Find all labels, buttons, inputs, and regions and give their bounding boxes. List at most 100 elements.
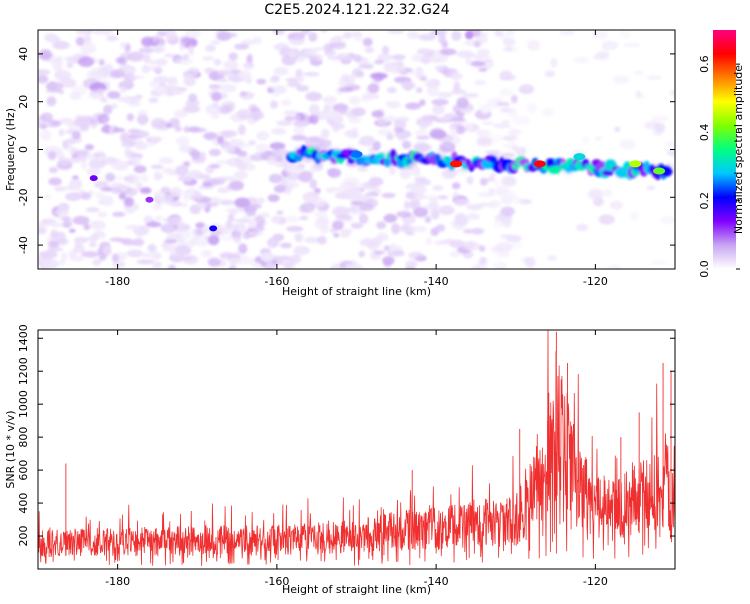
heatmap-spot <box>145 196 154 203</box>
heatmap-cell <box>426 85 439 97</box>
heatmap-cell <box>224 103 235 112</box>
heatmap-cell <box>372 73 384 82</box>
heatmap-cell <box>140 252 153 258</box>
heatmap-cell <box>102 245 112 256</box>
heatmap-cell <box>47 247 64 252</box>
heatmap-cell <box>102 124 111 132</box>
heatmap-cell <box>151 203 162 211</box>
heatmap-cell <box>174 126 182 132</box>
heatmap-cell <box>415 87 423 94</box>
heatmap-cell <box>98 232 107 240</box>
heatmap-cell <box>301 47 318 58</box>
heatmap-cell <box>283 110 299 116</box>
heatmap-cell <box>595 30 609 40</box>
heatmap-cell <box>75 30 87 36</box>
heatmap-cell <box>59 160 67 165</box>
heatmap-spot <box>89 175 98 182</box>
heatmap-cell <box>116 96 131 103</box>
heatmap-cell <box>594 136 602 142</box>
heatmap-cell <box>581 136 590 145</box>
heatmap-cell <box>288 36 305 46</box>
heatmap-cell <box>496 252 510 258</box>
heatmap-cell <box>154 215 163 221</box>
heatmap-cell <box>203 132 218 141</box>
heatmap-cell <box>344 263 363 269</box>
y-tick-label: 1200 <box>17 357 30 385</box>
heatmap-cell <box>327 168 336 176</box>
heatmap-cell <box>462 92 480 98</box>
heatmap-cell <box>153 171 163 181</box>
heatmap-cell <box>623 144 632 151</box>
y-tick-label: 20 <box>17 95 30 109</box>
heatmap-cell <box>384 115 396 123</box>
heatmap-cell <box>97 211 108 218</box>
heatmap-cell <box>234 197 251 208</box>
heatmap-cell <box>281 177 288 188</box>
heatmap-cell <box>321 110 339 116</box>
heatmap-cell <box>219 252 236 259</box>
heatmap-cell <box>57 89 65 95</box>
heatmap-cell <box>268 173 283 184</box>
heatmap-cell <box>58 155 65 161</box>
heatmap-cell <box>246 211 256 217</box>
heatmap-cell <box>267 194 280 203</box>
heatmap-cell <box>364 46 375 54</box>
heatmap-cell <box>107 91 121 99</box>
heatmap-cell <box>162 243 179 253</box>
heatmap-cell <box>85 207 100 213</box>
heatmap-cell <box>324 103 332 111</box>
heatmap-cell <box>147 243 157 253</box>
heatmap-cell <box>216 159 230 165</box>
heatmap-cell <box>507 107 518 118</box>
heatmap-cell <box>308 104 320 115</box>
heatmap-cell <box>435 224 446 232</box>
heatmap-cell <box>398 225 414 233</box>
heatmap-cell <box>86 167 101 176</box>
y-tick-label: 600 <box>17 460 30 481</box>
heatmap-cell <box>307 55 319 60</box>
heatmap-cell <box>44 33 58 42</box>
heatmap-cell <box>348 95 361 105</box>
heatmap-cell <box>228 52 238 61</box>
heatmap-cell <box>335 52 352 61</box>
heatmap-cell <box>313 46 324 52</box>
heatmap-cell <box>217 187 231 194</box>
heatmap-cell <box>228 264 237 269</box>
heatmap-cell <box>175 136 190 146</box>
heatmap-cell <box>169 86 176 91</box>
heatmap-cell <box>347 182 354 187</box>
heatmap-cell <box>419 125 428 130</box>
heatmap-cell <box>236 150 248 157</box>
heatmap-cell <box>331 220 344 231</box>
heatmap-cell <box>470 60 486 67</box>
heatmap-cell <box>256 78 267 85</box>
heatmap-cell <box>654 122 666 133</box>
heatmap-cell <box>276 210 284 215</box>
heatmap-cell <box>284 115 295 122</box>
heatmap-cell <box>140 174 149 183</box>
heatmap-cell <box>280 242 292 249</box>
heatmap-cell <box>477 137 492 145</box>
heatmap-cell <box>119 132 130 143</box>
heatmap-cell <box>219 199 235 206</box>
heatmap-cell <box>90 220 106 231</box>
heatmap-cell <box>362 37 373 47</box>
heatmap-cell <box>40 129 52 141</box>
heatmap-cell <box>416 48 432 55</box>
heatmap-blobs <box>38 30 675 269</box>
heatmap-cell <box>507 30 515 37</box>
heatmap-cell <box>493 179 501 187</box>
heatmap-cell <box>272 30 283 35</box>
heatmap-cell <box>276 120 293 126</box>
heatmap-cell <box>73 117 91 128</box>
heatmap-cell <box>478 245 486 253</box>
heatmap-cell <box>40 250 58 259</box>
heatmap-cell <box>284 186 292 195</box>
heatmap-cell <box>449 250 461 258</box>
heatmap-cell <box>133 165 147 174</box>
heatmap-cell <box>544 70 556 78</box>
heatmap-cell <box>456 97 469 109</box>
ridge-cell <box>489 155 498 164</box>
heatmap-cell <box>365 191 379 197</box>
y-tick-label: 1000 <box>17 390 30 418</box>
